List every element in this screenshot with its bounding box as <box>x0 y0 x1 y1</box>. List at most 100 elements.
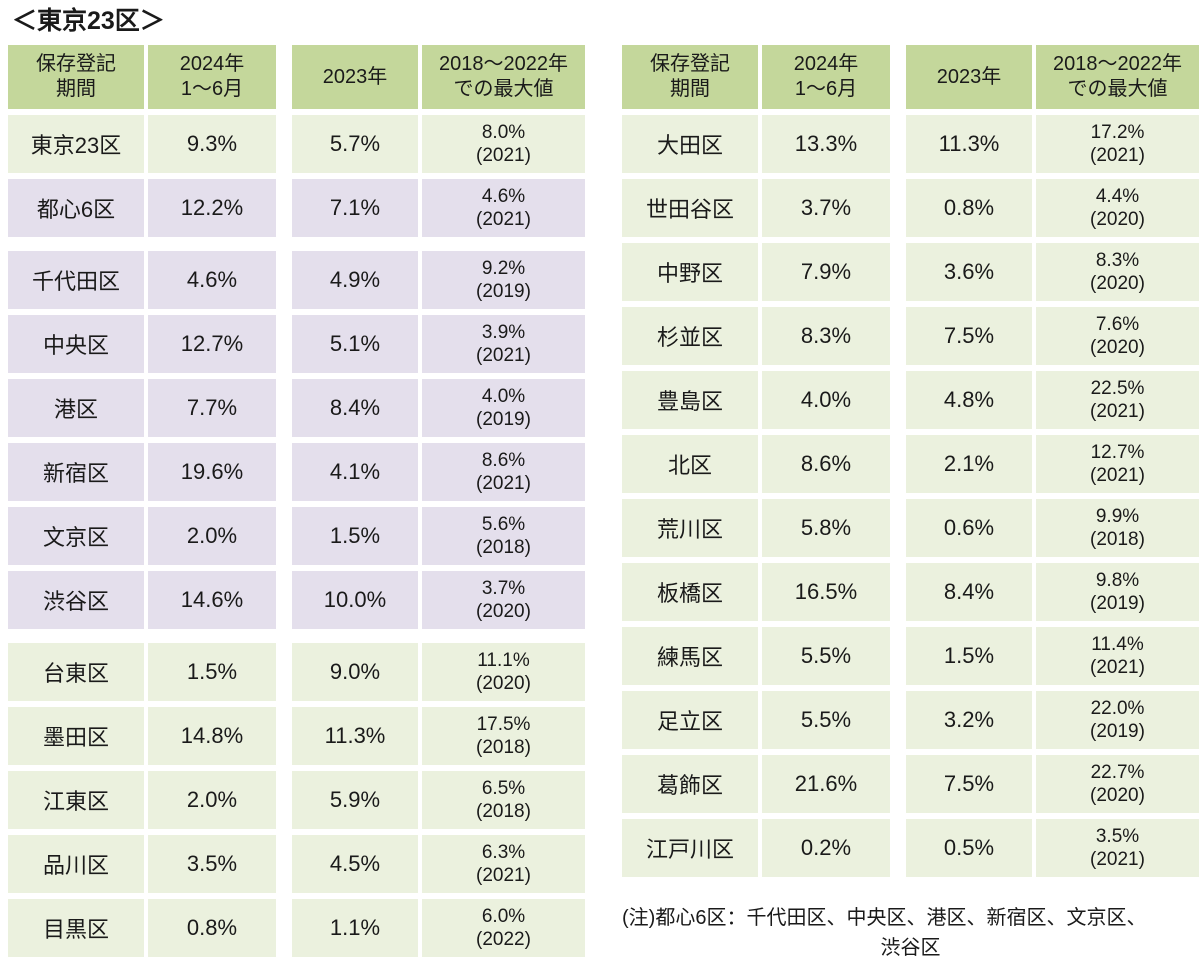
header-2023: 2023年 <box>292 45 418 109</box>
max-value-cell: 3.5% (2021) <box>1036 819 1199 877</box>
value-2023-cell: 0.5% <box>906 819 1032 877</box>
header-text: 2018～2022年 <box>1053 53 1182 75</box>
cell-text: 3.2% <box>943 707 995 732</box>
header-2024-jan-jun: 2024年 1～6月 <box>148 45 276 109</box>
value-2024-cell: 16.5% <box>762 563 890 621</box>
cell-text: 11.1% <box>477 650 530 671</box>
header-text: での最大値 <box>1067 78 1168 100</box>
cell-text: (2021) <box>1090 401 1145 422</box>
cell-text: 8.3% <box>1095 250 1140 271</box>
value-2023-cell: 7.1% <box>292 179 418 237</box>
value-2024-cell: 0.2% <box>762 819 890 877</box>
ward-name-cell: 世田谷区 <box>622 179 758 237</box>
cell-text: 板橋区 <box>656 581 723 606</box>
table-row: 文京区 2.0% 1.5% 5.6% (2018) <box>8 507 585 565</box>
ward-name-cell: 荒川区 <box>622 499 758 557</box>
cell-text: 杉並区 <box>656 325 723 350</box>
cell-text: 8.6% <box>481 450 526 471</box>
ward-name-cell: 葛飾区 <box>622 755 758 813</box>
cell-text: 2.1% <box>943 451 995 476</box>
page-title: ＜東京23区＞ <box>12 7 165 35</box>
cell-text: 文京区 <box>42 525 109 550</box>
max-value-cell: 22.5% (2021) <box>1036 371 1199 429</box>
cell-text: 千代田区 <box>31 269 120 294</box>
value-2023-cell: 5.9% <box>292 771 418 829</box>
ward-name-cell: 練馬区 <box>622 627 758 685</box>
max-value-cell: 6.0% (2022) <box>422 899 585 957</box>
table-left: 保存登記 期間 2024年 1～6月 2023年 2018～2022年 での最大… <box>8 45 585 963</box>
cell-text: 17.5% <box>476 714 531 735</box>
max-value-cell: 4.6% (2021) <box>422 179 585 237</box>
value-2024-cell: 2.0% <box>148 771 276 829</box>
cell-text: 豊島区 <box>656 389 723 414</box>
value-2023-cell: 4.1% <box>292 443 418 501</box>
ward-name-cell: 北区 <box>622 435 758 493</box>
header-text: 2018～2022年 <box>439 53 568 75</box>
table-row: 板橋区 16.5% 8.4% 9.8% (2019) <box>622 563 1199 621</box>
cell-text: 荒川区 <box>656 517 723 542</box>
value-2024-cell: 8.3% <box>762 307 890 365</box>
cell-text: 1.5% <box>186 659 238 684</box>
ward-name-cell: 江東区 <box>8 771 144 829</box>
header-text: 1～6月 <box>794 78 858 100</box>
cell-text: 目黒区 <box>42 917 109 942</box>
value-2024-cell: 12.2% <box>148 179 276 237</box>
header-text: 保存登記 <box>650 53 730 75</box>
value-2023-cell: 11.3% <box>292 707 418 765</box>
max-value-cell: 22.0% (2019) <box>1036 691 1199 749</box>
ward-name-cell: 都心6区 <box>8 179 144 237</box>
value-2024-cell: 5.5% <box>762 691 890 749</box>
value-2024-cell: 14.6% <box>148 571 276 629</box>
header-text: 2024年 <box>793 53 859 75</box>
cell-text: (2021) <box>476 473 531 494</box>
cell-text: 足立区 <box>656 709 723 734</box>
cell-text: 19.6% <box>180 459 244 484</box>
cell-text: 4.4% <box>1095 186 1140 207</box>
max-value-cell: 17.2% (2021) <box>1036 115 1199 173</box>
value-2024-cell: 14.8% <box>148 707 276 765</box>
max-value-cell: 9.9% (2018) <box>1036 499 1199 557</box>
cell-text: 7.1% <box>329 195 381 220</box>
value-2024-cell: 3.5% <box>148 835 276 893</box>
cell-text: 0.2% <box>800 835 852 860</box>
cell-text: 4.0% <box>800 387 852 412</box>
table-body: 東京23区 9.3% 5.7% 8.0% (2021) 都心6区 12.2% 7.1% 4.6%… <box>8 115 585 957</box>
cell-text: (2018) <box>1090 529 1145 550</box>
cell-text: (2019) <box>1090 721 1145 742</box>
ward-name-cell: 目黒区 <box>8 899 144 957</box>
ward-name-cell: 墨田区 <box>8 707 144 765</box>
table-row: 新宿区 19.6% 4.1% 8.6% (2021) <box>8 443 585 501</box>
header-text: 1～6月 <box>180 78 244 100</box>
cell-text: 0.8% <box>943 195 995 220</box>
cell-text: 7.5% <box>943 323 995 348</box>
cell-text: 3.9% <box>481 322 526 343</box>
table-row: 都心6区 12.2% 7.1% 4.6% (2021) <box>8 179 585 237</box>
max-value-cell: 9.8% (2019) <box>1036 563 1199 621</box>
table-header-row: 保存登記 期間 2024年 1～6月 2023年 2018～2022年 での最大… <box>622 45 1199 109</box>
table-row: 千代田区 4.6% 4.9% 9.2% (2019) <box>8 251 585 309</box>
table-row: 江東区 2.0% 5.9% 6.5% (2018) <box>8 771 585 829</box>
cell-text: 13.3% <box>794 131 858 156</box>
value-2024-cell: 2.0% <box>148 507 276 565</box>
value-2023-cell: 8.4% <box>906 563 1032 621</box>
cell-text: 8.6% <box>800 451 852 476</box>
max-value-cell: 6.5% (2018) <box>422 771 585 829</box>
value-2023-cell: 4.8% <box>906 371 1032 429</box>
header-text: 期間 <box>670 78 710 100</box>
cell-text: 5.5% <box>800 643 852 668</box>
cell-text: 4.6% <box>481 186 526 207</box>
value-2023-cell: 8.4% <box>292 379 418 437</box>
table-right: 保存登記 期間 2024年 1～6月 2023年 2018～2022年 での最大… <box>622 45 1199 877</box>
table-row: 荒川区 5.8% 0.6% 9.9% (2018) <box>622 499 1199 557</box>
value-2023-cell: 10.0% <box>292 571 418 629</box>
cell-text: 練馬区 <box>656 645 723 670</box>
header-text: での最大値 <box>453 78 554 100</box>
cell-text: 6.5% <box>481 778 526 799</box>
max-value-cell: 9.2% (2019) <box>422 251 585 309</box>
value-2023-cell: 7.5% <box>906 755 1032 813</box>
cell-text: 5.5% <box>800 707 852 732</box>
value-2024-cell: 4.6% <box>148 251 276 309</box>
cell-text: (2019) <box>476 281 531 302</box>
cell-text: (2021) <box>476 345 531 366</box>
cell-text: 22.0% <box>1090 698 1145 719</box>
